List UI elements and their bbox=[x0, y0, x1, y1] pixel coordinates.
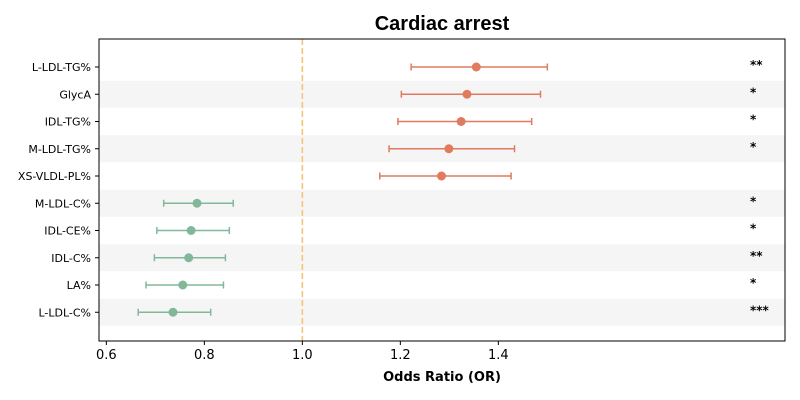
significance-label: * bbox=[750, 276, 757, 290]
x-tick-label: 1.2 bbox=[390, 348, 411, 363]
y-axis: L-LDL-TG% GlycA IDL-TG% M-LDL-TG% XS-VLDL-PL… bbox=[18, 61, 99, 319]
forest-row: * bbox=[162, 194, 757, 208]
x-axis-label: Odds Ratio (OR) bbox=[383, 370, 501, 385]
y-tick-label: LA% bbox=[67, 279, 91, 292]
y-tick-label: L-LDL-C% bbox=[38, 306, 91, 319]
x-axis: 0.6 0.8 1.0 1.2 1.4 bbox=[96, 341, 509, 363]
or-point bbox=[437, 171, 447, 181]
significance-label: * bbox=[750, 222, 757, 236]
y-tick-label: M-LDL-TG% bbox=[28, 143, 91, 156]
y-tick-label: XS-VLDL-PL% bbox=[18, 170, 91, 183]
significance-label: *** bbox=[750, 303, 770, 317]
y-tick-label: IDL-CE% bbox=[44, 225, 91, 238]
or-point bbox=[178, 280, 188, 290]
or-point bbox=[462, 89, 472, 99]
or-point bbox=[471, 62, 481, 72]
y-tick-label: M-LDL-C% bbox=[35, 197, 91, 210]
forest-row: *** bbox=[137, 303, 770, 317]
forest-row: * bbox=[156, 222, 757, 236]
chart-title: Cardiac arrest bbox=[375, 13, 510, 35]
plot-frame bbox=[98, 38, 786, 342]
forest-row: * bbox=[145, 276, 757, 290]
y-tick-label: GlycA bbox=[59, 88, 91, 101]
or-point bbox=[192, 198, 202, 208]
y-tick-label: IDL-C% bbox=[51, 252, 91, 265]
or-point bbox=[456, 117, 466, 126]
or-point bbox=[168, 307, 178, 317]
significance-label: ** bbox=[750, 58, 763, 72]
forest-row: * bbox=[397, 113, 757, 127]
forest-row: * bbox=[400, 85, 757, 99]
significance-label: * bbox=[750, 113, 757, 127]
or-point bbox=[444, 144, 454, 154]
or-point bbox=[184, 253, 194, 263]
significance-label: ** bbox=[750, 249, 763, 263]
significance-label: * bbox=[750, 140, 757, 154]
or-point bbox=[186, 226, 196, 235]
significance-label: * bbox=[750, 194, 757, 208]
x-tick-label: 1.4 bbox=[488, 348, 509, 363]
forest-row: * bbox=[388, 140, 757, 154]
x-tick-label: 1.0 bbox=[292, 348, 313, 363]
significance-label: * bbox=[750, 85, 757, 99]
forest-row: ** bbox=[153, 249, 763, 263]
y-tick-label: IDL-TG% bbox=[45, 116, 91, 129]
forest-row bbox=[379, 171, 512, 181]
y-tick-label: L-LDL-TG% bbox=[32, 61, 91, 74]
x-tick-label: 0.6 bbox=[96, 348, 117, 363]
row-band bbox=[99, 298, 785, 326]
x-tick-label: 0.8 bbox=[194, 348, 215, 363]
forest-row: ** bbox=[410, 58, 763, 72]
data-rows: ************* bbox=[137, 58, 770, 317]
